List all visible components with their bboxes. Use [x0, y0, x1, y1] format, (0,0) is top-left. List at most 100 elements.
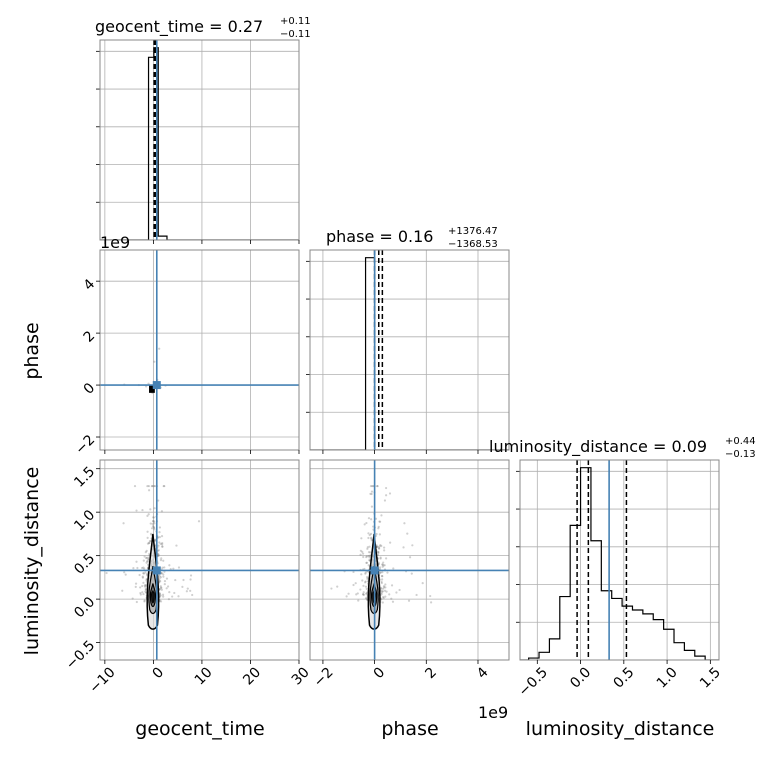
- scatter-point: [382, 561, 385, 564]
- scatter-point: [381, 578, 384, 581]
- histogram-bin: [539, 652, 549, 660]
- ytick-label: 1.0: [71, 507, 98, 534]
- scatter-point: [380, 591, 383, 594]
- scatter-point: [163, 579, 167, 583]
- scatter-point: [153, 526, 156, 530]
- scatter-point: [352, 583, 355, 587]
- axes-frame: [309, 249, 510, 451]
- scatter-point: [366, 576, 369, 579]
- scatter-point: [177, 566, 181, 569]
- title-geocent-time-sub: −0.11: [280, 29, 311, 40]
- histogram-bin: [570, 525, 580, 660]
- scatter-point: [378, 571, 382, 574]
- scatter-point: [411, 544, 414, 547]
- scatter-point: [381, 563, 384, 566]
- scatter-point: [364, 585, 368, 588]
- scatter-point: [364, 572, 367, 575]
- scatter-point: [150, 527, 154, 530]
- scatter-point: [360, 573, 363, 576]
- scatter-point: [141, 575, 144, 578]
- scatter-point: [381, 590, 384, 593]
- scatter-point: [146, 560, 149, 563]
- scatter-point: [168, 564, 171, 567]
- panel-hist-phase: [306, 249, 510, 454]
- scatter-point: [158, 531, 161, 534]
- scatter-point: [160, 588, 163, 591]
- histogram-bin: [664, 629, 674, 660]
- scatter-point: [144, 585, 147, 588]
- scatter-point: [145, 572, 149, 576]
- scatter-point: [383, 546, 386, 549]
- scatter-point: [151, 484, 154, 488]
- scatter-point: [159, 580, 162, 583]
- scatter-point: [381, 587, 385, 590]
- scatter-point: [383, 589, 387, 592]
- scatter-point: [145, 578, 148, 581]
- scatter-point: [367, 517, 371, 520]
- scatter-point: [153, 538, 157, 542]
- scatter-point: [380, 593, 383, 596]
- scatter-point: [408, 556, 412, 559]
- xtick-label: −2: [311, 664, 337, 690]
- scatter-point: [364, 571, 367, 574]
- density-contour: [151, 590, 155, 604]
- scatter-point: [368, 554, 371, 557]
- scatter-point: [376, 553, 379, 556]
- scatter-point: [367, 555, 370, 558]
- scatter-point: [159, 585, 162, 588]
- scatter-point: [161, 542, 164, 545]
- scatter-point: [390, 584, 394, 587]
- ylabel-luminosity-distance: luminosity_distance: [21, 467, 43, 656]
- scatter-point: [123, 571, 126, 574]
- scatter-point: [367, 564, 370, 567]
- scatter-point: [370, 505, 374, 508]
- scatter-point: [145, 579, 148, 582]
- scatter-point: [377, 547, 381, 550]
- scatter-point: [366, 546, 369, 549]
- scatter-point: [142, 571, 145, 575]
- panel-hist-luminosity_distance: −0.5 0.0 0.5 1.0 1.5: [516, 459, 724, 700]
- scatter-point: [381, 601, 384, 604]
- scatter-point: [153, 484, 157, 488]
- scatter-point: [150, 484, 154, 488]
- scatter-point: [149, 539, 152, 543]
- scatter-point: [153, 360, 156, 363]
- xlabel-geocent-time: geocent_time: [135, 718, 264, 740]
- scatter-point: [364, 580, 367, 583]
- scatter-point: [134, 585, 137, 588]
- scatter-point: [159, 576, 162, 579]
- scatter-point: [166, 585, 170, 588]
- scatter-point: [361, 593, 365, 596]
- scatter-point: [159, 542, 162, 546]
- scatter-point: [158, 580, 161, 583]
- scatter-point: [381, 565, 384, 568]
- scatter-point: [359, 553, 362, 556]
- scatter-point: [385, 494, 388, 497]
- scatter-point: [139, 593, 142, 596]
- scatter-point: [173, 591, 176, 595]
- scatter-point: [143, 599, 146, 602]
- scatter-point: [380, 514, 383, 517]
- scatter-point: [161, 593, 165, 596]
- scatter-point: [381, 574, 384, 578]
- scatter-point: [365, 587, 368, 590]
- scatter-point: [185, 590, 188, 593]
- xtick-label: 0.5: [610, 664, 637, 691]
- truth-marker: [370, 566, 379, 575]
- scatter-point: [171, 595, 174, 598]
- ytick-label: −0.5: [63, 638, 98, 673]
- scatter-point: [189, 589, 192, 592]
- scatter-point: [370, 492, 373, 496]
- scatter-point: [146, 536, 149, 540]
- scatter-point: [144, 584, 147, 587]
- scatter-point: [378, 520, 381, 523]
- scatter-point: [430, 601, 433, 604]
- title-luminosity-distance-sup: +0.44: [725, 436, 756, 447]
- scatter-point: [144, 590, 147, 593]
- scatter-point: [378, 545, 381, 548]
- scatter-point: [146, 484, 149, 488]
- xtick-label: 4: [474, 664, 492, 682]
- scatter-point: [165, 577, 169, 580]
- scatter-point: [153, 522, 156, 525]
- scatter-point: [157, 553, 160, 556]
